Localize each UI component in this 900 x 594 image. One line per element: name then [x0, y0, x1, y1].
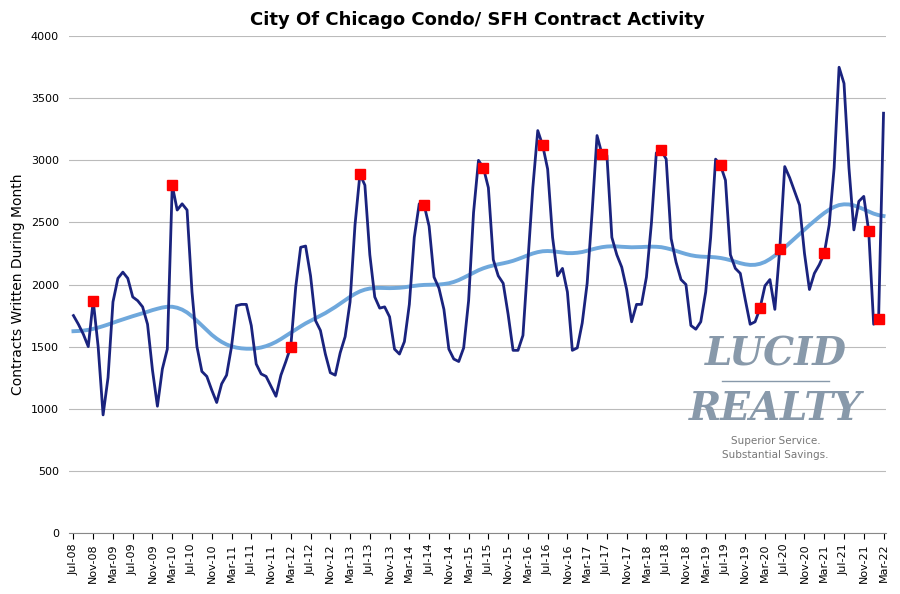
Title: City Of Chicago Condo/ SFH Contract Activity: City Of Chicago Condo/ SFH Contract Acti… [250, 11, 705, 29]
Text: LUCID: LUCID [705, 335, 847, 373]
Text: Superior Service.
Substantial Savings.: Superior Service. Substantial Savings. [723, 437, 829, 460]
Y-axis label: Contracts Written During Month: Contracts Written During Month [11, 174, 25, 395]
Text: REALTY: REALTY [689, 390, 862, 428]
